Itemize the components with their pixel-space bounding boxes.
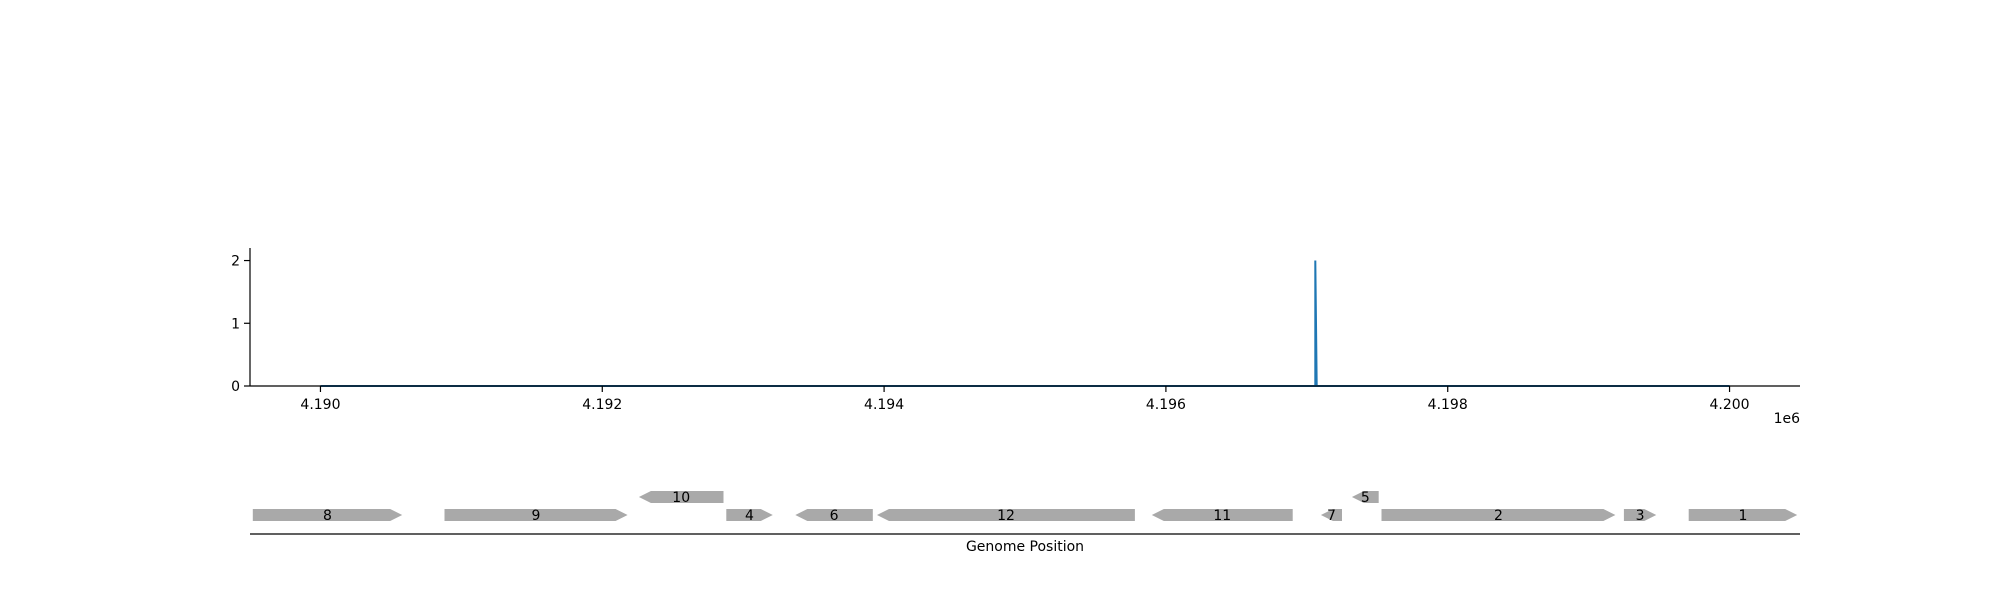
gene-label: 6 (830, 508, 839, 524)
gene-feature: 1 (1688, 508, 1798, 524)
gene-arrow (1688, 509, 1798, 521)
gene-arrow (726, 509, 773, 521)
gene-label: 11 (1213, 508, 1231, 524)
x-offset-label: 1e6 (1774, 411, 1801, 427)
x-tick-label: 4.190 (300, 397, 340, 413)
gene-arrow (444, 509, 628, 521)
gene-arrow (1623, 509, 1657, 521)
gene-arrow (1320, 509, 1342, 521)
gene-label: 4 (745, 508, 754, 524)
gene-label: 12 (997, 508, 1015, 524)
gene-feature: 10 (638, 490, 724, 506)
gene-label: 8 (323, 508, 332, 524)
gene-feature: 4 (726, 508, 773, 524)
x-axis-ticks: 4.190 4.192 4.194 4.196 4.198 4.200 (300, 386, 1750, 413)
gene-feature: 11 (1151, 508, 1293, 524)
x-tick-label: 4.198 (1428, 397, 1468, 413)
gene-arrow (1381, 509, 1616, 521)
gene-label: 1 (1738, 508, 1747, 524)
gene-feature: 7 (1320, 508, 1342, 524)
x-tick-label: 4.192 (582, 397, 622, 413)
gene-label: 3 (1636, 508, 1645, 524)
gene-feature: 6 (795, 508, 873, 524)
gene-feature: 5 (1351, 490, 1379, 506)
gene-arrow (877, 509, 1135, 521)
gene-arrow (1351, 491, 1379, 503)
gene-feature: 8 (252, 508, 403, 524)
gene-features: 8 9 10 4 6 12 11 7 5 2 3 1 (252, 490, 1798, 524)
coverage-plot: 4.190 4.192 4.194 4.196 4.198 4.200 0 1 2 1e6 (231, 248, 1800, 427)
coverage-marks (320, 260, 1730, 387)
gene-label: 5 (1361, 490, 1370, 506)
gene-label: 2 (1494, 508, 1503, 524)
y-tick-label: 0 (231, 379, 240, 395)
gene-feature: 12 (877, 508, 1135, 524)
gene-arrow (252, 509, 403, 521)
gene-arrow (795, 509, 873, 521)
coverage-series-line (320, 260, 1730, 387)
gene-label: 7 (1327, 508, 1336, 524)
gene-feature: 3 (1623, 508, 1657, 524)
gene-track-xlabel: Genome Position (966, 539, 1084, 555)
gene-label: 10 (672, 490, 690, 506)
y-axis-ticks: 0 1 2 (231, 254, 250, 395)
y-tick-label: 2 (231, 254, 240, 270)
gene-arrow (1151, 509, 1293, 521)
x-tick-label: 4.200 (1709, 397, 1749, 413)
gene-label: 9 (532, 508, 541, 524)
gene-feature: 9 (444, 508, 628, 524)
gene-feature: 2 (1381, 508, 1616, 524)
gene-track: 8 9 10 4 6 12 11 7 5 2 3 1 Genome Position (250, 490, 1800, 555)
y-tick-label: 1 (231, 316, 240, 332)
x-tick-label: 4.196 (1146, 397, 1186, 413)
gene-arrow (638, 491, 724, 503)
x-tick-label: 4.194 (864, 397, 904, 413)
